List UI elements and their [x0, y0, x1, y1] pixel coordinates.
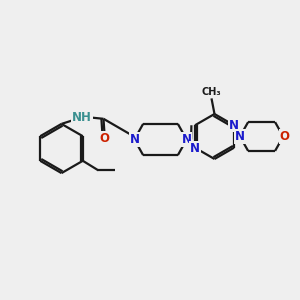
Text: N: N: [129, 133, 140, 146]
Text: N: N: [235, 130, 245, 143]
Text: N: N: [229, 119, 239, 132]
Text: O: O: [280, 130, 290, 143]
Text: O: O: [100, 132, 110, 145]
Text: CH₃: CH₃: [202, 87, 221, 97]
Text: N: N: [182, 133, 192, 146]
Text: N: N: [190, 142, 200, 155]
Text: NH: NH: [72, 111, 92, 124]
